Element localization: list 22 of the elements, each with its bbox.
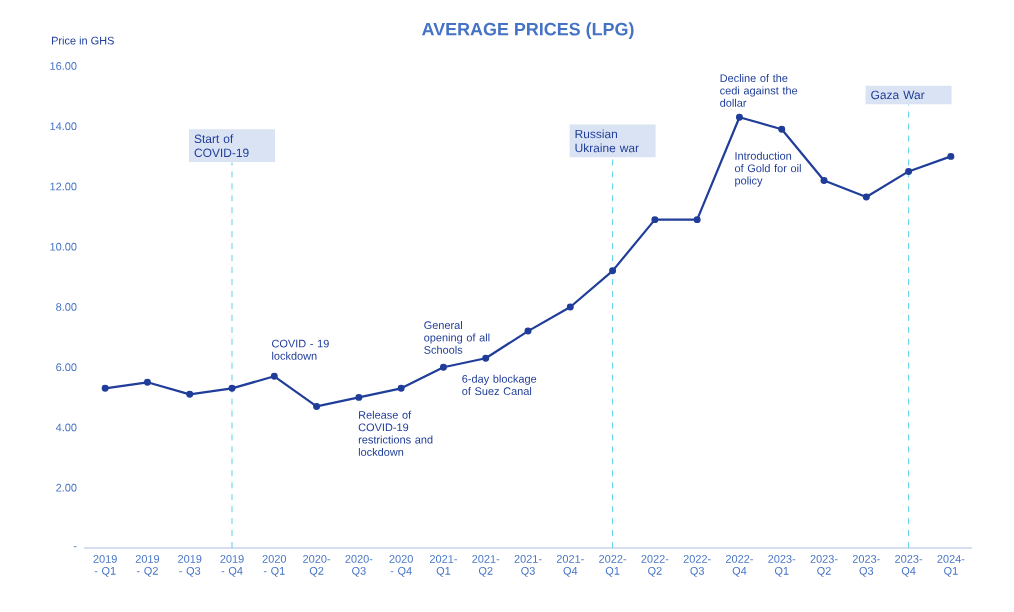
point <box>397 384 405 392</box>
point <box>439 363 447 371</box>
point <box>482 354 490 362</box>
point <box>778 125 786 133</box>
point <box>355 393 363 401</box>
point <box>566 303 574 311</box>
point <box>947 152 955 160</box>
point <box>609 267 617 275</box>
point <box>735 113 743 121</box>
point <box>228 384 236 392</box>
chart-title: AVERAGE PRICES (LPG) <box>422 22 634 39</box>
point <box>186 390 194 398</box>
point <box>101 384 109 392</box>
point <box>313 402 321 410</box>
point <box>820 176 828 184</box>
point <box>143 378 151 386</box>
point <box>905 167 913 175</box>
point <box>862 193 870 201</box>
point <box>693 216 701 224</box>
point <box>270 372 278 380</box>
point <box>651 216 659 224</box>
point <box>524 327 532 335</box>
